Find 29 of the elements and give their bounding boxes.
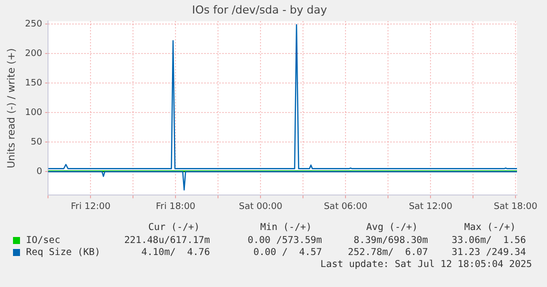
y-tick-label: 250: [24, 19, 42, 30]
x-tick-label: Fri 18:00: [156, 202, 196, 212]
text: Min (-/+): [259, 222, 313, 233]
legend-label: Req Size (KB): [26, 247, 100, 258]
y-tick-label: 50: [30, 137, 42, 148]
legend-label: IO/sec: [26, 235, 60, 246]
y-tick-label: 200: [24, 48, 42, 59]
x-tick-label: Sat 18:00: [494, 202, 538, 212]
x-tick-label: Sat 06:00: [324, 202, 368, 212]
text: Cur (-/+): [147, 222, 201, 233]
text: Max (-/+): [463, 222, 517, 233]
text: 0.00 / 4.57: [253, 247, 322, 258]
text: 4.10m/ 4.76: [141, 247, 210, 258]
x-tick-label: Sat 12:00: [408, 202, 453, 212]
text: Avg (-/+): [365, 222, 419, 233]
text: 221.48u/617.17m: [124, 235, 210, 246]
text: 31.23 /249.34: [452, 247, 526, 258]
y-tick-label: 0: [36, 166, 42, 177]
y-tick-label: 100: [24, 108, 42, 118]
text: Last update: Sat Jul 12 18:05:04 2025: [320, 259, 532, 270]
x-tick-label: Sat 00:00: [238, 202, 283, 212]
chart-title: IOs for /dev/sda - by day: [192, 3, 328, 16]
text: 252.78m/ 6.07: [348, 247, 428, 258]
y-axis-title: Units read (-) / write (+): [6, 48, 18, 168]
y-tick-label: 150: [24, 78, 42, 88]
text: 33.06m/ 1.56: [452, 235, 526, 246]
text: 8.39m/698.30m: [354, 235, 428, 246]
text: 0.00 /573.59m: [248, 235, 322, 246]
x-tick-label: Fri 12:00: [70, 202, 111, 212]
